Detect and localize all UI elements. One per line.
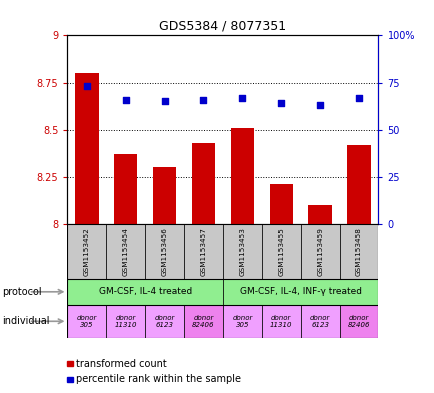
Text: donor
82406: donor 82406	[192, 315, 214, 328]
Bar	[184, 305, 222, 338]
Bar	[153, 167, 176, 224]
Text: GSM1153453: GSM1153453	[239, 227, 245, 276]
Text: percentile rank within the sample: percentile rank within the sample	[76, 374, 240, 384]
Text: individual: individual	[2, 316, 49, 326]
Point	[277, 100, 284, 107]
Bar	[114, 154, 137, 224]
Text: GSM1153456: GSM1153456	[161, 227, 167, 276]
Bar	[339, 305, 378, 338]
Text: donor
305: donor 305	[76, 315, 97, 328]
Text: GSM1153459: GSM1153459	[316, 227, 322, 276]
Text: GM-CSF, IL-4 treated: GM-CSF, IL-4 treated	[99, 287, 191, 296]
Bar	[67, 224, 106, 279]
Text: donor
6123: donor 6123	[154, 315, 174, 328]
Text: GM-CSF, IL-4, INF-γ treated: GM-CSF, IL-4, INF-γ treated	[239, 287, 361, 296]
Bar	[145, 305, 184, 338]
Text: donor
6123: donor 6123	[309, 315, 329, 328]
Text: GSM1153458: GSM1153458	[355, 227, 361, 276]
Bar	[106, 305, 145, 338]
Point	[161, 98, 168, 105]
Point	[355, 94, 362, 101]
Text: donor
11310: donor 11310	[270, 315, 292, 328]
Bar	[222, 224, 261, 279]
Bar	[261, 224, 300, 279]
Title: GDS5384 / 8077351: GDS5384 / 8077351	[159, 20, 286, 33]
Text: donor
82406: donor 82406	[347, 315, 369, 328]
Text: transformed count: transformed count	[76, 358, 167, 369]
Bar	[339, 224, 378, 279]
Bar	[300, 305, 339, 338]
Bar	[300, 224, 339, 279]
Bar	[191, 143, 215, 224]
Bar	[230, 128, 253, 224]
Bar	[222, 305, 261, 338]
Text: GSM1153452: GSM1153452	[84, 227, 90, 276]
Bar	[106, 224, 145, 279]
Bar	[75, 73, 98, 224]
Text: donor
305: donor 305	[232, 315, 252, 328]
Bar	[269, 184, 292, 224]
Text: GSM1153457: GSM1153457	[200, 227, 206, 276]
Bar	[308, 205, 331, 224]
Bar	[346, 145, 370, 224]
Text: GSM1153454: GSM1153454	[122, 227, 128, 276]
Bar	[222, 279, 378, 305]
Text: GSM1153455: GSM1153455	[278, 227, 283, 276]
Point	[238, 94, 245, 101]
Point	[316, 102, 323, 108]
Point	[122, 96, 129, 103]
Bar	[261, 305, 300, 338]
Point	[200, 96, 207, 103]
Point	[83, 83, 90, 90]
Bar	[184, 224, 222, 279]
Bar	[67, 305, 106, 338]
Bar	[145, 224, 184, 279]
Bar	[67, 279, 222, 305]
Text: donor
11310: donor 11310	[114, 315, 137, 328]
Text: protocol: protocol	[2, 287, 42, 297]
